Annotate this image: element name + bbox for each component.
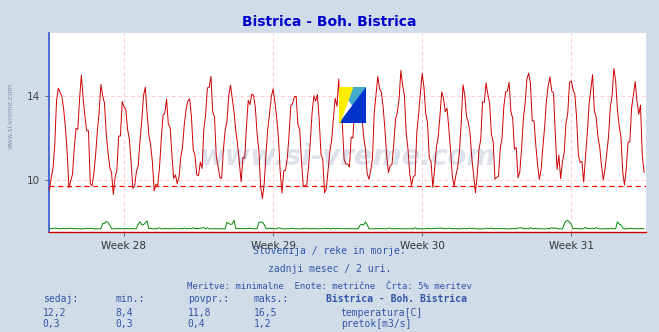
Text: Meritve: minimalne  Enote: metrične  Črta: 5% meritev: Meritve: minimalne Enote: metrične Črta:…: [187, 282, 472, 291]
Text: 1,2: 1,2: [254, 319, 272, 329]
Text: 0,3: 0,3: [115, 319, 133, 329]
Text: temperatura[C]: temperatura[C]: [341, 308, 423, 318]
Text: povpr.:: povpr.:: [188, 294, 229, 304]
Text: www.si-vreme.com: www.si-vreme.com: [200, 143, 496, 171]
Polygon shape: [339, 87, 366, 123]
Text: Bistrica - Boh. Bistrica: Bistrica - Boh. Bistrica: [326, 294, 467, 304]
Text: Slovenija / reke in morje.: Slovenija / reke in morje.: [253, 246, 406, 256]
Text: 16,5: 16,5: [254, 308, 277, 318]
Text: 12,2: 12,2: [43, 308, 67, 318]
Text: sedaj:: sedaj:: [43, 294, 78, 304]
Text: 0,3: 0,3: [43, 319, 61, 329]
Polygon shape: [339, 87, 366, 123]
Text: 8,4: 8,4: [115, 308, 133, 318]
Text: 0,4: 0,4: [188, 319, 206, 329]
Text: pretok[m3/s]: pretok[m3/s]: [341, 319, 411, 329]
Text: maks.:: maks.:: [254, 294, 289, 304]
Text: zadnji mesec / 2 uri.: zadnji mesec / 2 uri.: [268, 264, 391, 274]
Text: 11,8: 11,8: [188, 308, 212, 318]
Text: www.si-vreme.com: www.si-vreme.com: [8, 83, 14, 149]
Text: min.:: min.:: [115, 294, 145, 304]
Polygon shape: [339, 87, 352, 123]
Text: Bistrica - Boh. Bistrica: Bistrica - Boh. Bistrica: [243, 15, 416, 29]
